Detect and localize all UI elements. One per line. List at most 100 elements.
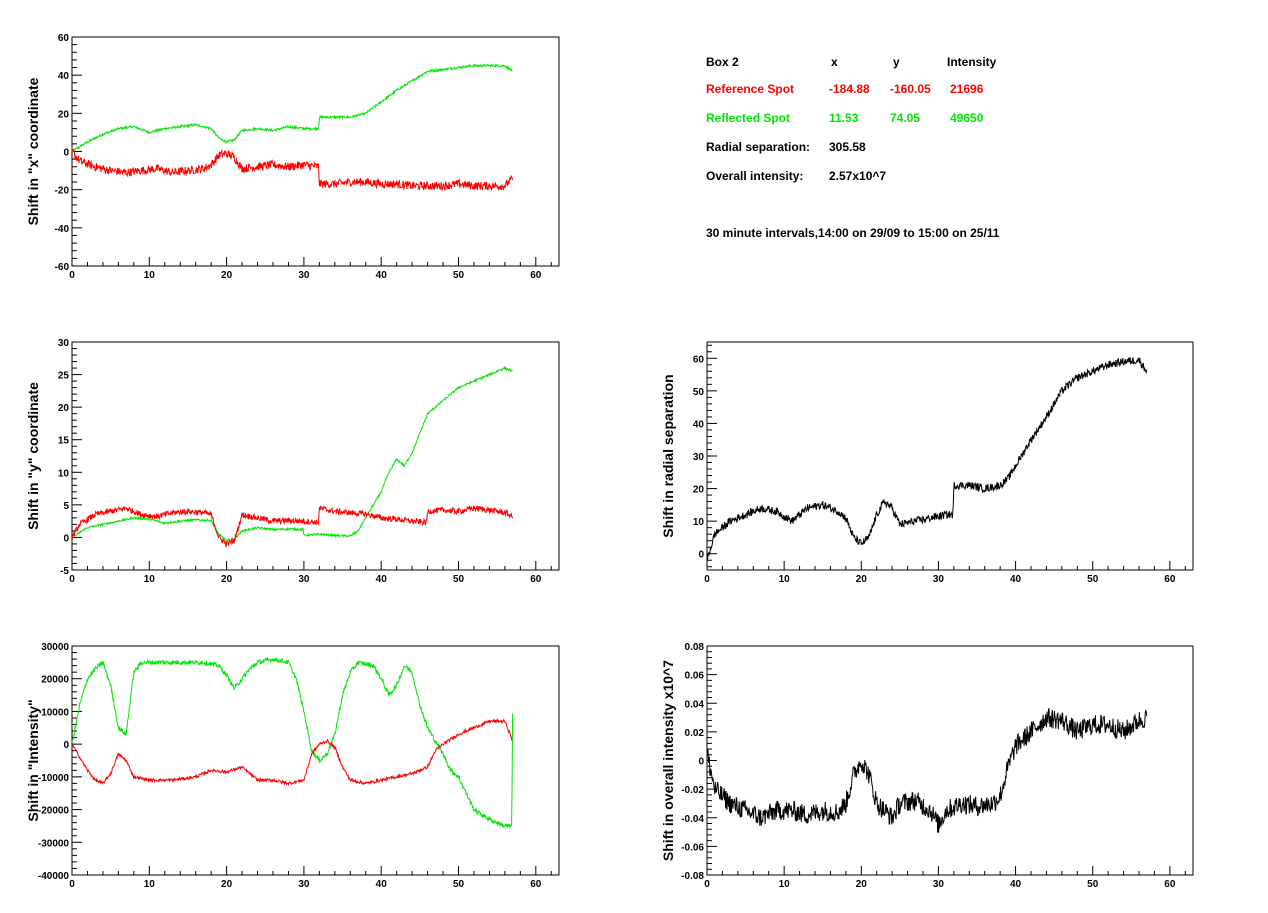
x-tick-label: 10	[779, 574, 791, 585]
info-box: Box 2 x y Intensity Reference Spot -184.…	[706, 55, 1000, 240]
plot-frame	[71, 645, 560, 876]
y-tick-label: 30000	[41, 642, 69, 653]
plot-frame	[71, 36, 560, 267]
plot-frame	[706, 341, 1194, 571]
x-tick-label: 10	[144, 879, 156, 890]
reference-spot-y: -160.05	[890, 82, 931, 96]
reference-spot-intensity: 21696	[950, 82, 984, 96]
y-tick-label: 10000	[41, 707, 69, 718]
y-tick-label: 15	[58, 436, 70, 447]
y-tick-label: -60	[55, 262, 70, 273]
y-tick-label: 0.06	[685, 671, 705, 682]
series-line-2	[71, 717, 513, 787]
x-tick-label: 40	[376, 879, 388, 890]
x-tick-label: 60	[1164, 879, 1176, 890]
info-header-intensity: Intensity	[947, 55, 997, 69]
series-line-2	[71, 505, 514, 549]
x-tick-label: 60	[530, 879, 542, 890]
y-tick-label: 0.04	[685, 699, 705, 710]
y-tick-label: 50	[693, 387, 705, 398]
y-axis-label: Shift in "x" coordinate	[25, 77, 41, 225]
x-tick-label: 40	[376, 270, 388, 281]
y-tick-label: 0	[63, 148, 69, 159]
x-tick-label: 50	[453, 879, 465, 890]
reflected-spot-intensity: 49650	[950, 111, 984, 125]
y-tick-label: 0	[698, 550, 704, 561]
y-tick-label: 40	[693, 419, 705, 430]
chart-overall-intensity-shift: 0 10 20 30 40 50 60 -0.08 -0.06 -0.04 -0.02 0 0.02 0.…	[660, 642, 1194, 890]
plot-frame	[706, 645, 1194, 876]
y-tick-label: 0	[63, 740, 69, 751]
info-header-x: x	[831, 55, 838, 69]
x-tick-label: 40	[1010, 574, 1022, 585]
y-tick-label: 30	[58, 338, 70, 349]
y-tick-label: -0.08	[681, 871, 704, 882]
overall-intensity-label: Overall intensity:	[706, 169, 803, 183]
y-tick-label: 0	[63, 533, 69, 544]
x-tick-label: 0	[69, 574, 75, 585]
x-tick-label: 30	[298, 879, 310, 890]
plot-frame	[71, 341, 560, 571]
y-tick-label: 60	[693, 354, 705, 365]
y-tick-label: -40000	[38, 871, 70, 882]
x-tick-label: 50	[453, 270, 465, 281]
y-tick-label: 20	[693, 485, 705, 496]
x-tick-label: 50	[1087, 879, 1099, 890]
x-tick-label: 20	[221, 879, 233, 890]
y-tick-label: -40	[55, 224, 70, 235]
y-axis-label: Shift in overall intensity x10^7	[660, 660, 676, 861]
y-tick-label: -0.06	[681, 842, 704, 853]
x-tick-label: 0	[69, 879, 75, 890]
y-tick-label: -20000	[38, 806, 70, 817]
y-axis-label: Shift in "Intensity"	[25, 699, 41, 821]
radial-separation-value: 305.58	[829, 140, 866, 154]
x-tick-label: 20	[856, 574, 868, 585]
x-tick-label: 30	[298, 574, 310, 585]
y-tick-label: 0	[698, 757, 704, 768]
y-tick-label: -10000	[38, 773, 70, 784]
series-line-1	[706, 357, 1148, 561]
y-axis-label: Shift in radial separation	[660, 374, 676, 537]
x-tick-label: 60	[530, 574, 542, 585]
y-tick-label: -20	[55, 186, 70, 197]
x-tick-label: 60	[530, 270, 542, 281]
y-tick-label: 20	[58, 403, 70, 414]
reference-spot-x: -184.88	[829, 82, 870, 96]
radial-separation-label: Radial separation:	[706, 140, 810, 154]
x-tick-label: 0	[704, 879, 710, 890]
x-tick-label: 10	[144, 574, 156, 585]
x-tick-label: 30	[933, 574, 945, 585]
series-line-2	[71, 147, 514, 192]
x-tick-label: 10	[779, 879, 791, 890]
series-line-1	[71, 365, 513, 542]
y-tick-label: 60	[58, 33, 70, 44]
y-tick-label: -0.02	[681, 785, 704, 796]
y-tick-label: -0.04	[681, 814, 704, 825]
y-tick-label: 30	[693, 452, 705, 463]
x-tick-label: 60	[1164, 574, 1176, 585]
x-tick-label: 0	[704, 574, 710, 585]
chart-radial-shift: 0 10 20 30 40 50 60 0 10 20 30 40 50 60 Shift in radia…	[660, 341, 1194, 585]
series-line-1	[71, 63, 513, 153]
interval-note: 30 minute intervals,14:00 on 29/09 to 15…	[706, 226, 1000, 240]
y-tick-label: 20000	[41, 675, 69, 686]
info-header-box: Box 2	[706, 55, 739, 69]
reference-spot-label: Reference Spot	[706, 82, 794, 96]
y-tick-label: -30000	[38, 838, 70, 849]
reflected-spot-y: 74.05	[890, 111, 920, 125]
reflected-spot-label: Reflected Spot	[706, 111, 790, 125]
x-tick-label: 40	[1010, 879, 1022, 890]
y-tick-label: 20	[58, 109, 70, 120]
y-tick-label: 5	[63, 501, 69, 512]
series-line-1	[71, 656, 514, 830]
x-tick-label: 20	[221, 270, 233, 281]
series-line-1	[706, 708, 1148, 833]
y-tick-label: 0.08	[685, 642, 705, 653]
y-tick-label: 40	[58, 71, 70, 82]
y-tick-label: 10	[693, 517, 705, 528]
info-header-y: y	[893, 55, 900, 69]
chart-intensity-shift: 0 10 20 30 40 50 60 -40000 -30000 -20000 -10000 0 10…	[25, 642, 560, 890]
y-axis-label: Shift in "y" coordinate	[25, 382, 41, 530]
y-tick-label: 25	[58, 371, 70, 382]
